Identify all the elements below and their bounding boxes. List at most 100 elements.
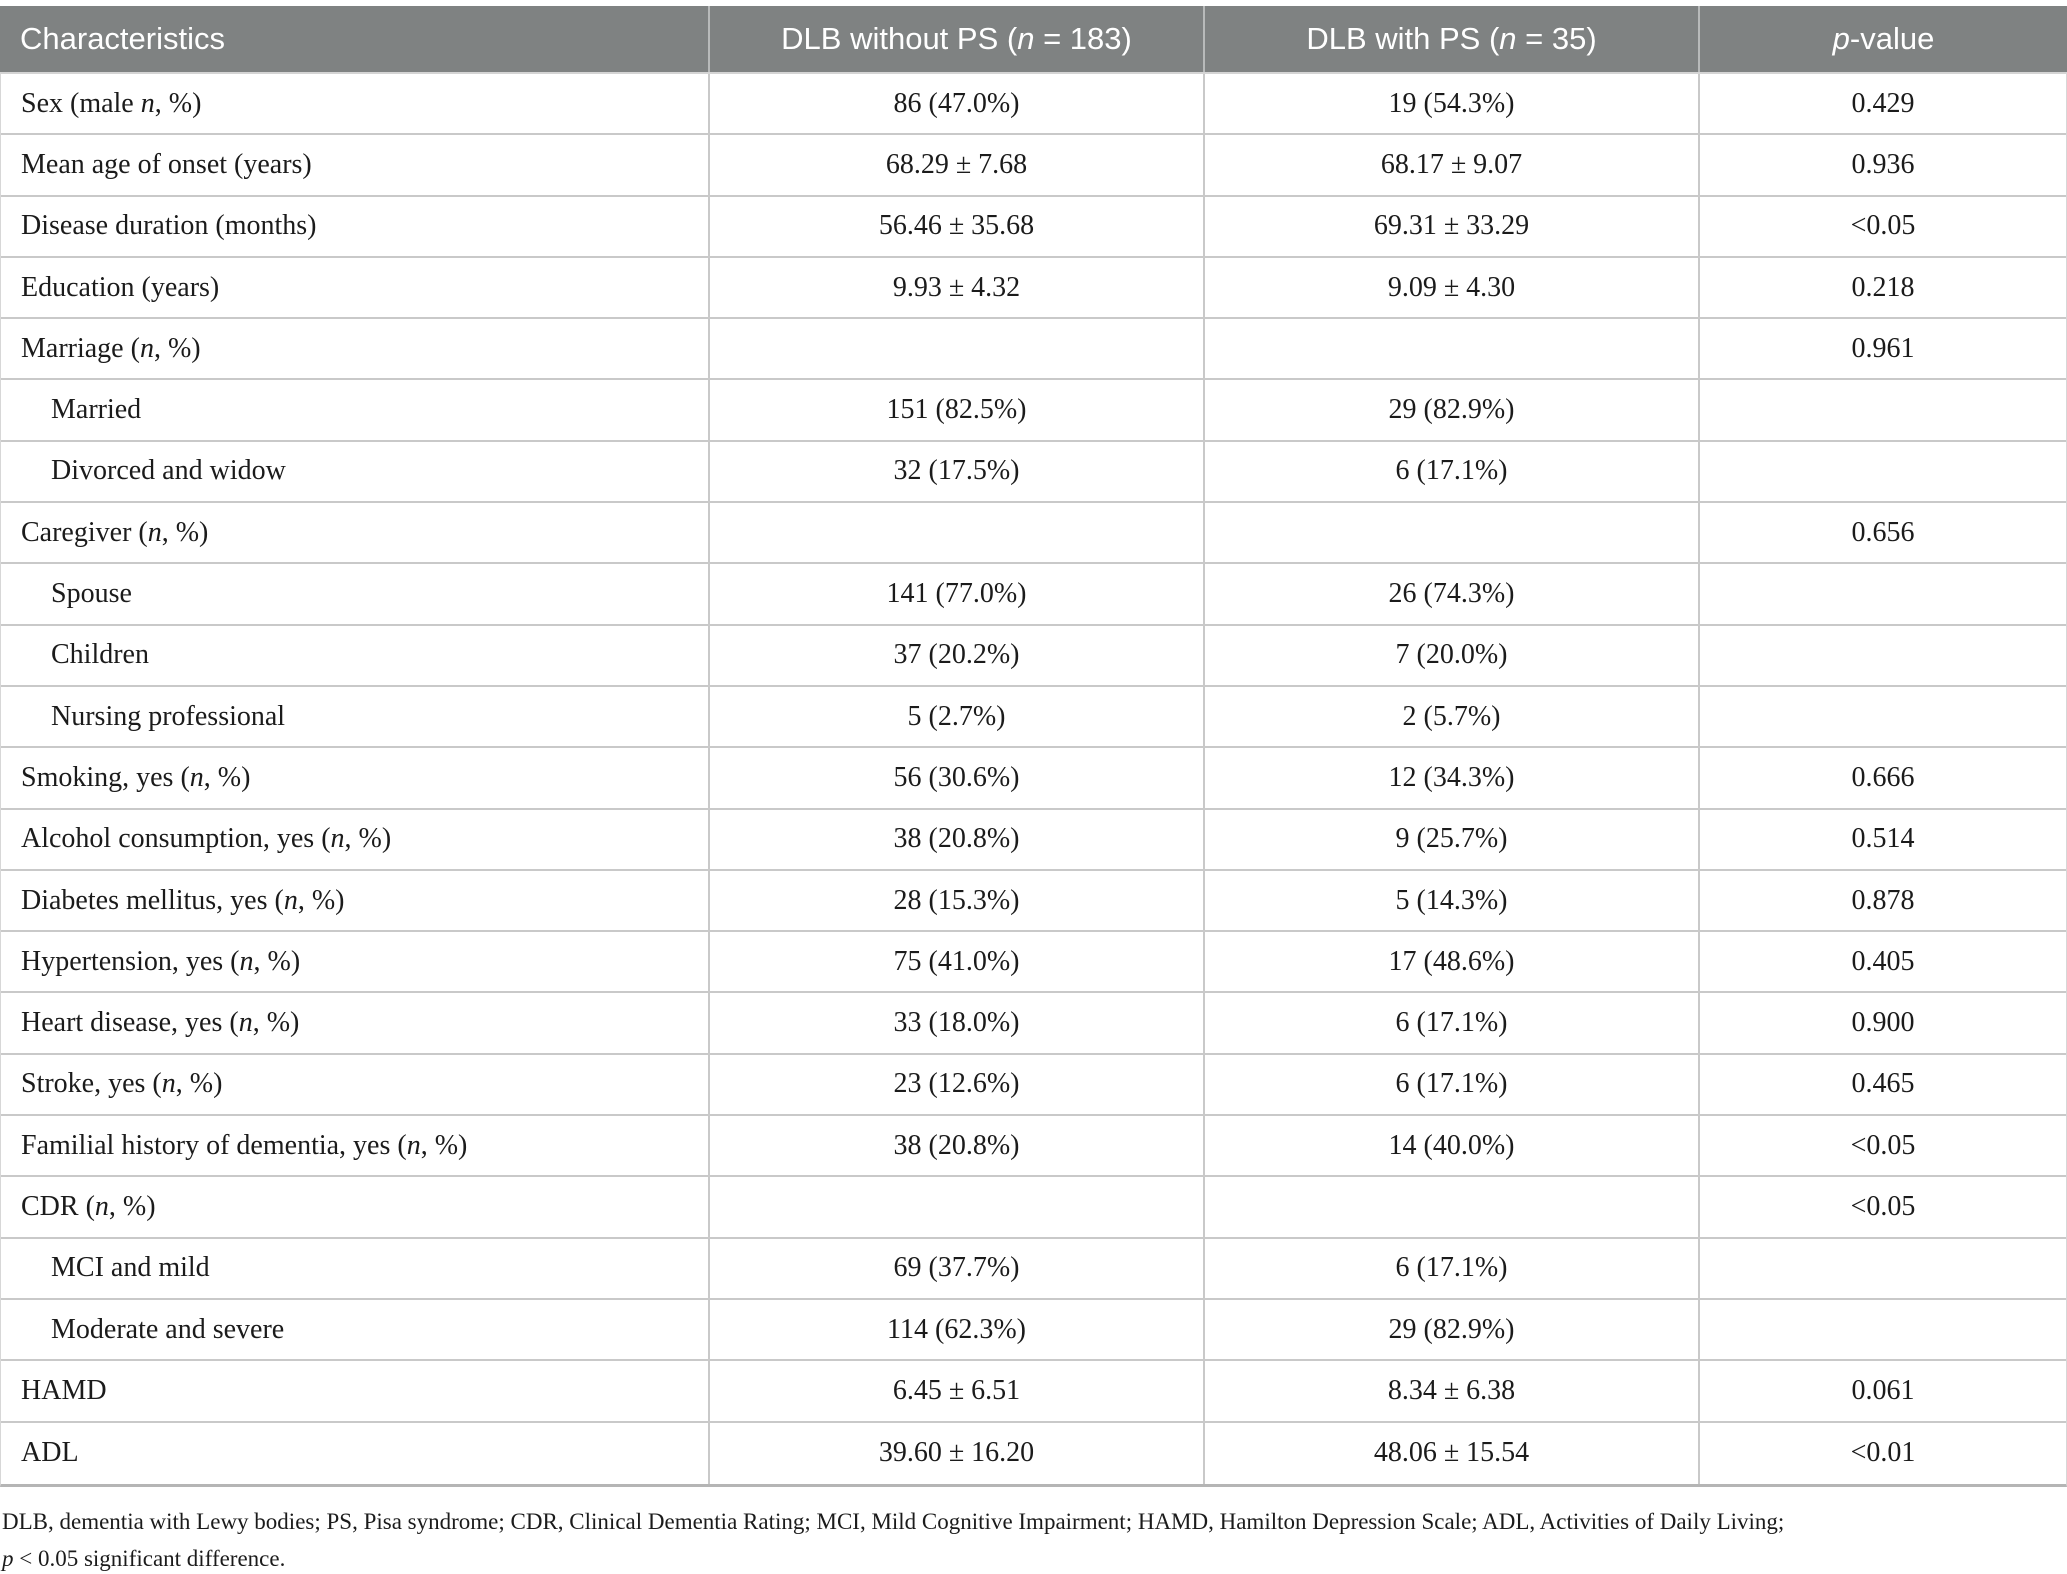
table-row: Hypertension, yes (n, %) 75 (41.0%) 17 (…	[1, 932, 2066, 994]
without-ps-value-cell: 141 (77.0%)	[710, 564, 1205, 624]
p-value-cell	[1700, 687, 2066, 746]
row-label-cell: Smoking, yes (n, %)	[1, 748, 710, 808]
with-ps-value-cell: 26 (74.3%)	[1205, 564, 1700, 624]
row-label-cell: Spouse	[1, 564, 710, 624]
row-label-cell: Caregiver (n, %)	[1, 503, 710, 563]
with-ps-value-cell: 9 (25.7%)	[1205, 809, 1700, 869]
row-label-cell: Heart disease, yes (n, %)	[1, 993, 710, 1053]
row-label-cell: Mean age of onset (years)	[1, 135, 710, 195]
p-value-cell: <0.05	[1700, 197, 2066, 256]
with-ps-value: 69.31 ± 33.29	[1373, 210, 1530, 242]
with-ps-value-cell: 7 (20.0%)	[1205, 625, 1700, 685]
table-row: ADL 39.60 ± 16.20 48.06 ± 15.54 <0.01	[1, 1422, 2066, 1484]
without-ps-value-cell: 75 (41.0%)	[710, 932, 1205, 992]
without-ps-value: 56.46 ± 35.68	[878, 210, 1035, 242]
table-row: Diabetes mellitus, yes (n, %) 28 (15.3%)…	[1, 870, 2066, 933]
row-label: HAMD	[21, 1374, 107, 1406]
p-value-cell: 0.061	[1700, 1361, 2066, 1420]
header-dlb-with-ps-label: DLB with PS (n = 35)	[1306, 21, 1597, 56]
row-label-cell: Familial history of dementia, yes (n, %)	[1, 1116, 710, 1176]
header-characteristics-label: Characteristics	[20, 21, 225, 56]
row-label-cell: Divorced and widow	[1, 441, 710, 502]
p-value-cell: 0.465	[1700, 1055, 2066, 1114]
with-ps-value-cell: 29 (82.9%)	[1205, 380, 1700, 440]
row-label-cell: CDR (n, %)	[1, 1177, 710, 1237]
with-ps-value-cell: 6 (17.1%)	[1205, 441, 1700, 502]
table-row: Marriage (n, %) 0.961	[1, 319, 2066, 381]
without-ps-value-cell: 151 (82.5%)	[710, 380, 1205, 440]
with-ps-value-cell: 6 (17.1%)	[1205, 1238, 1700, 1298]
p-value-cell: 0.405	[1700, 932, 2066, 991]
row-label: Familial history of dementia, yes (n, %)	[21, 1129, 468, 1161]
table-row: HAMD 6.45 ± 6.51 8.34 ± 6.38 0.061	[1, 1361, 2066, 1423]
without-ps-value: 39.60 ± 16.20	[878, 1437, 1035, 1469]
with-ps-value: 9 (25.7%)	[1395, 823, 1508, 855]
row-label: Mean age of onset (years)	[21, 148, 312, 180]
without-ps-value-cell: 6.45 ± 6.51	[710, 1361, 1205, 1421]
without-ps-value-cell: 5 (2.7%)	[710, 686, 1205, 747]
with-ps-value-cell	[1205, 319, 1700, 379]
p-value-cell	[1700, 626, 2066, 685]
table-row: Stroke, yes (n, %) 23 (12.6%) 6 (17.1%) …	[1, 1054, 2066, 1117]
with-ps-value: 12 (34.3%)	[1388, 761, 1515, 793]
header-characteristics: Characteristics	[0, 6, 710, 72]
table-row: Married 151 (82.5%) 29 (82.9%)	[1, 380, 2066, 442]
without-ps-value-cell: 38 (20.8%)	[710, 1116, 1205, 1176]
table-footnote: DLB, dementia with Lewy bodies; PS, Pisa…	[0, 1487, 2067, 1574]
table-row: Heart disease, yes (n, %) 33 (18.0%) 6 (…	[1, 993, 2066, 1055]
without-ps-value: 32 (17.5%)	[893, 455, 1020, 487]
p-value: <0.05	[1850, 1129, 1916, 1161]
row-label-cell: Children	[1, 625, 710, 685]
table-row: Spouse 141 (77.0%) 26 (74.3%)	[1, 564, 2066, 626]
p-value-cell: 0.900	[1700, 993, 2066, 1052]
row-label: Smoking, yes (n, %)	[21, 761, 251, 793]
p-value-cell	[1700, 564, 2066, 623]
p-value-cell: 0.218	[1700, 258, 2066, 317]
p-value: 0.878	[1851, 884, 1915, 916]
p-value-cell: 0.656	[1700, 503, 2066, 562]
p-value-cell: <0.05	[1700, 1116, 2066, 1175]
with-ps-value-cell: 69.31 ± 33.29	[1205, 196, 1700, 256]
header-dlb-without-ps: DLB without PS (n = 183)	[710, 6, 1205, 72]
row-label: Heart disease, yes (n, %)	[21, 1007, 300, 1039]
without-ps-value-cell: 56.46 ± 35.68	[710, 196, 1205, 256]
p-value: <0.01	[1850, 1437, 1916, 1469]
with-ps-value: 9.09 ± 4.30	[1387, 271, 1516, 303]
p-value-cell: <0.05	[1700, 1177, 2066, 1236]
without-ps-value: 37 (20.2%)	[893, 639, 1020, 671]
with-ps-value: 26 (74.3%)	[1388, 578, 1515, 610]
row-label: Diabetes mellitus, yes (n, %)	[21, 884, 345, 916]
table-row: Disease duration (months) 56.46 ± 35.68 …	[1, 196, 2066, 258]
with-ps-value: 8.34 ± 6.38	[1387, 1374, 1516, 1406]
p-value: 0.900	[1851, 1007, 1915, 1039]
with-ps-value-cell: 9.09 ± 4.30	[1205, 257, 1700, 318]
p-value-cell: <0.01	[1700, 1423, 2066, 1484]
table-row: Divorced and widow 32 (17.5%) 6 (17.1%)	[1, 441, 2066, 504]
without-ps-value-cell: 32 (17.5%)	[710, 441, 1205, 502]
with-ps-value-cell: 29 (82.9%)	[1205, 1299, 1700, 1360]
without-ps-value: 56 (30.6%)	[893, 761, 1020, 793]
without-ps-value-cell	[710, 503, 1205, 563]
p-value-cell	[1700, 380, 2066, 439]
without-ps-value: 69 (37.7%)	[893, 1252, 1020, 1284]
table-row: CDR (n, %) <0.05	[1, 1177, 2066, 1239]
row-label: Disease duration (months)	[21, 210, 317, 242]
with-ps-value: 6 (17.1%)	[1395, 1007, 1508, 1039]
without-ps-value: 23 (12.6%)	[893, 1068, 1020, 1100]
footnote-line2: p < 0.05 significant difference.	[2, 1545, 286, 1571]
header-p-value: p-value	[1700, 6, 2067, 72]
without-ps-value: 38 (20.8%)	[893, 1129, 1020, 1161]
row-label-cell: Diabetes mellitus, yes (n, %)	[1, 870, 710, 931]
p-value: 0.656	[1851, 516, 1915, 548]
with-ps-value-cell: 68.17 ± 9.07	[1205, 135, 1700, 195]
row-label-cell: Education (years)	[1, 257, 710, 318]
p-value-cell: 0.429	[1700, 74, 2066, 133]
table-row: Nursing professional 5 (2.7%) 2 (5.7%)	[1, 686, 2066, 749]
row-label: Alcohol consumption, yes (n, %)	[21, 823, 392, 855]
table-row: Education (years) 9.93 ± 4.32 9.09 ± 4.3…	[1, 257, 2066, 320]
row-label-cell: Marriage (n, %)	[1, 319, 710, 379]
p-value: <0.05	[1850, 210, 1916, 242]
with-ps-value: 14 (40.0%)	[1388, 1129, 1515, 1161]
table-row: Alcohol consumption, yes (n, %) 38 (20.8…	[1, 809, 2066, 871]
with-ps-value: 6 (17.1%)	[1395, 1252, 1508, 1284]
